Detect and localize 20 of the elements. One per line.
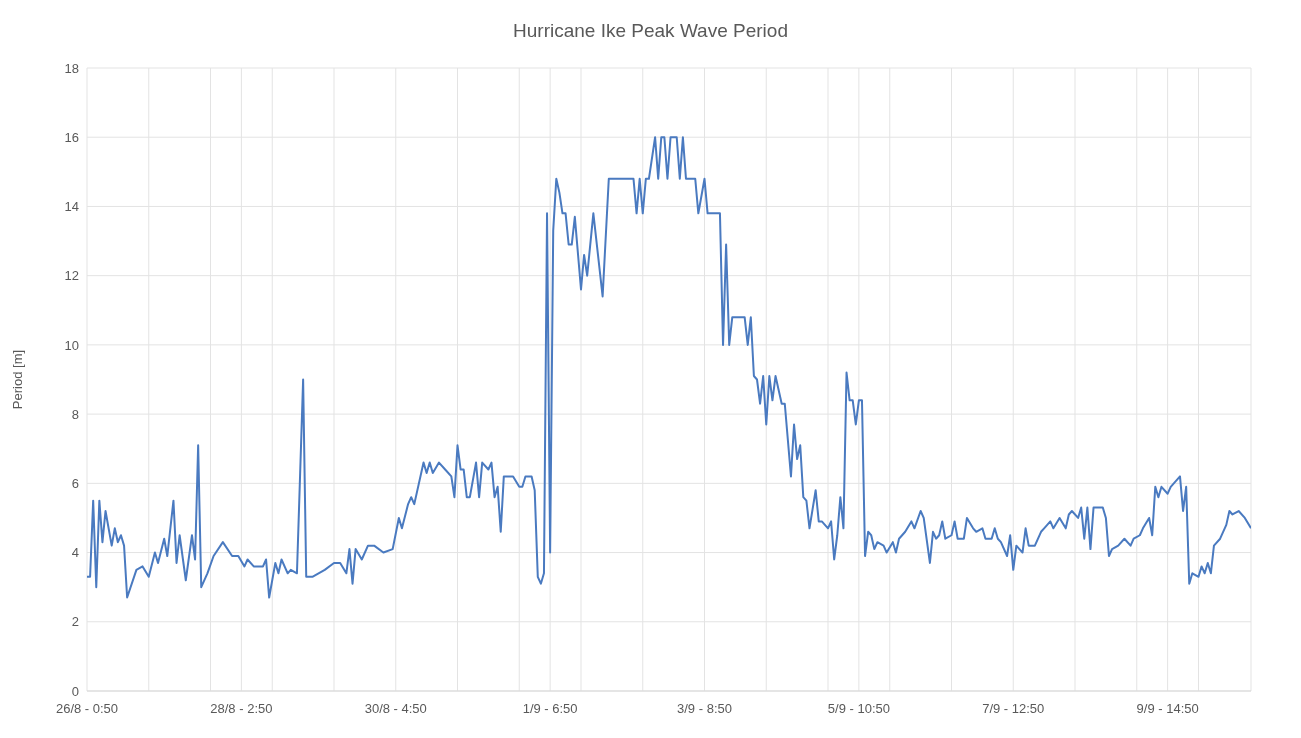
y-tick-label: 2	[71, 614, 79, 630]
x-tick-label: 28/8 - 2:50	[210, 701, 273, 716]
x-tick-label: 5/9 - 10:50	[827, 701, 890, 716]
y-tick-label: 0	[71, 683, 79, 699]
x-tick-label: 1/9 - 6:50	[522, 701, 578, 716]
x-tick-label: 26/8 - 0:50	[55, 701, 119, 716]
chart-title: Hurricane Ike Peak Wave Period	[512, 20, 789, 42]
x-tick-label: 30/8 - 4:50	[364, 701, 427, 716]
y-tick-label: 6	[71, 475, 79, 491]
y-tick-label: 18	[64, 60, 79, 76]
y-tick-label: 4	[71, 545, 79, 561]
y-tick-label: 8	[71, 406, 79, 422]
y-tick-label: 12	[64, 268, 79, 284]
y-tick-label: 16	[64, 129, 79, 145]
x-tick-label: 3/9 - 8:50	[677, 701, 732, 716]
y-axis-title: Period [m]	[9, 349, 25, 410]
x-tick-label: 7/9 - 12:50	[982, 701, 1045, 716]
x-tick-label: 9/9 - 14:50	[1136, 701, 1199, 716]
y-tick-label: 14	[64, 199, 79, 215]
y-tick-label: 10	[64, 337, 79, 353]
